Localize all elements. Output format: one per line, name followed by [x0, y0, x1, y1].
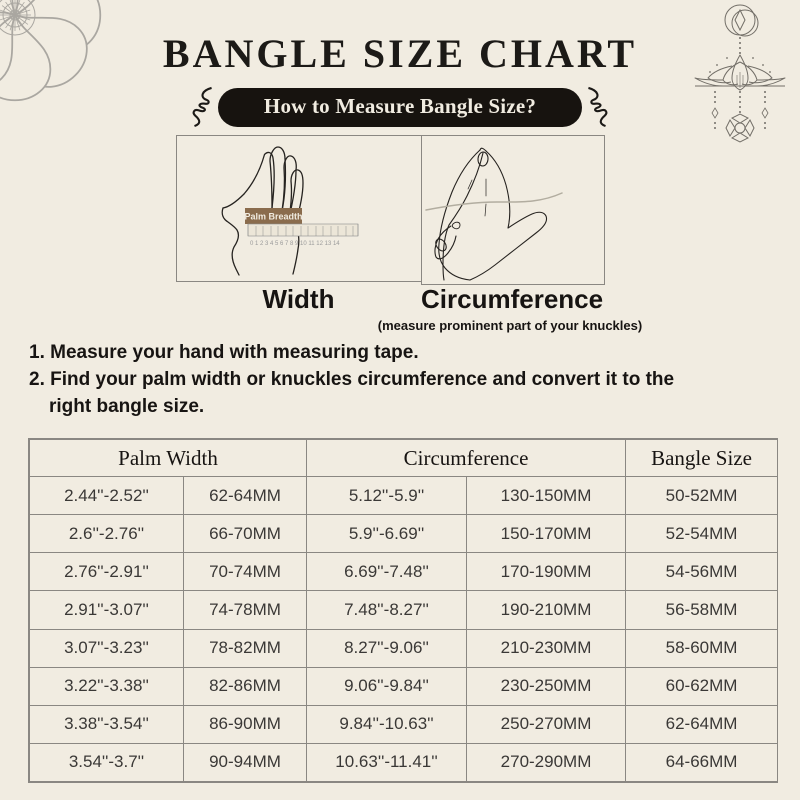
svg-text:0 1 2 3 4 5 6 7 8 9 10 11 12 1: 0 1 2 3 4 5 6 7 8 9 10 11 12 13 14 [250, 241, 340, 247]
svg-text:Palm Breadth: Palm Breadth [244, 212, 302, 222]
